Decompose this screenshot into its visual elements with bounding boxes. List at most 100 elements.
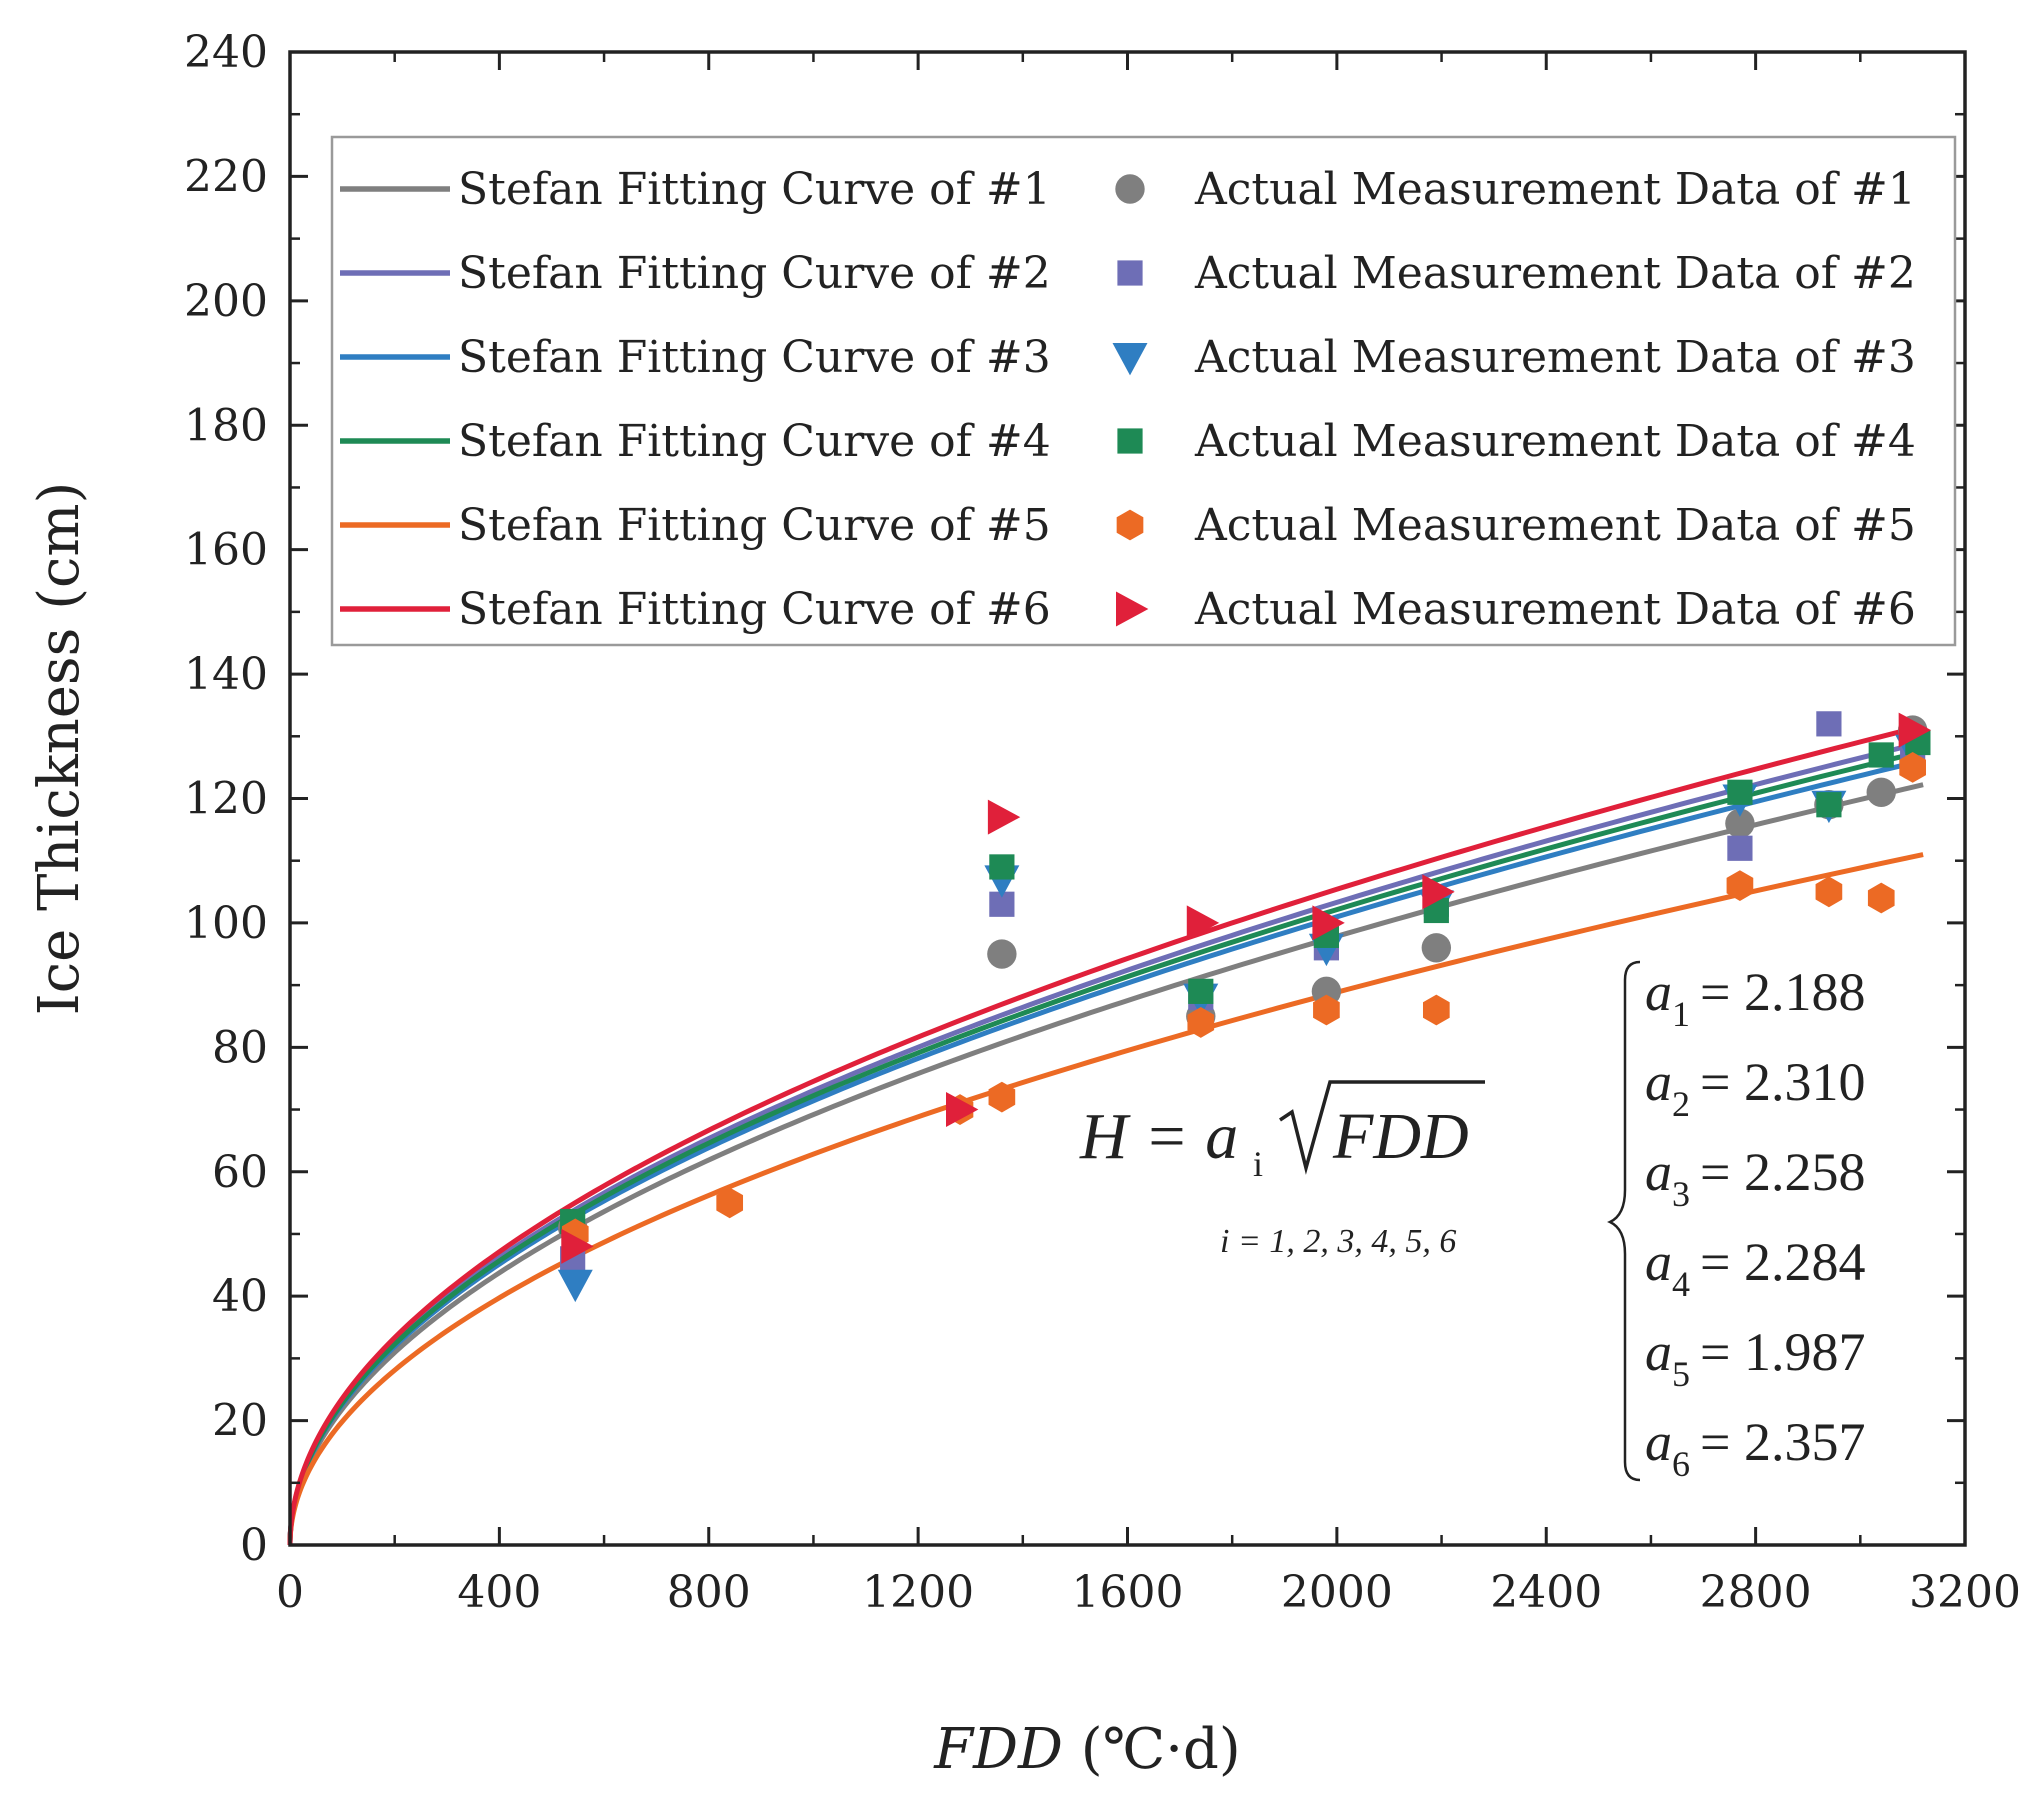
legend-label-fit-3: Stefan Fitting Curve of #3 [458,332,1051,383]
legend-label-fit-4: Stefan Fitting Curve of #4 [458,416,1051,467]
coefficient-subscript: 5 [1672,1354,1690,1394]
legend-label-data-4: Actual Measurement Data of #4 [1194,416,1916,467]
x-tick-label: 400 [457,1567,541,1618]
legend-label-data-2: Actual Measurement Data of #2 [1194,248,1916,299]
y-tick-label: 100 [184,898,268,949]
data-point-5 [1815,876,1843,908]
coefficient-subscript: 6 [1672,1444,1690,1484]
coefficient-value: = 1.987 [1700,1322,1865,1382]
x-tick-label: 2000 [1281,1567,1393,1618]
data-point-5 [1726,870,1754,901]
legend: Stefan Fitting Curve of #1 Actual Measure… [330,135,1957,647]
legend-label-data-3: Actual Measurement Data of #3 [1194,332,1916,383]
y-axis-title: Ice Thickness (cm) [27,482,92,1016]
y-tick-label: 80 [212,1022,268,1073]
x-tick-label: 1200 [862,1567,974,1618]
data-point-1 [1311,976,1342,1007]
coefficient-symbol: a [1645,1052,1672,1112]
legend-marker-1 [1115,174,1145,204]
data-point-1 [987,939,1017,969]
data-point-6 [946,1092,979,1128]
coefficient-brace [1607,960,1641,1482]
data-point-5 [716,1187,744,1219]
data-point-5 [1867,882,1895,914]
data-point-5 [1422,994,1450,1026]
legend-marker-5 [1116,509,1144,541]
y-tick-label: 160 [184,525,268,576]
x-tick-label: 1600 [1072,1567,1184,1618]
data-point-6 [1898,712,1932,748]
coefficient-subscript: 2 [1672,1084,1690,1124]
data-point-5 [1899,751,1926,783]
data-point-3 [557,1269,593,1303]
y-tick-label: 180 [184,400,268,451]
coefficient-value: = 2.188 [1700,962,1865,1022]
formula-root-text: FDD [1332,1100,1469,1173]
fit-curve-6 [287,723,1924,1546]
x-axis-title: FDD (℃·d) [933,1717,1240,1782]
data-point-4 [1727,779,1753,805]
coefficient-value: = 2.284 [1700,1232,1865,1292]
y-tick-label: 40 [212,1271,268,1322]
data-point-1 [1866,777,1896,807]
x-tick-label: 800 [667,1567,751,1618]
coefficient-symbol: a [1645,1412,1672,1472]
plot-area [287,711,1932,1546]
legend-label-data-1: Actual Measurement Data of #1 [1194,164,1916,215]
formula-subscript: i [1253,1144,1263,1184]
data-point-1 [1421,933,1452,963]
legend-label-fit-1: Stefan Fitting Curve of #1 [458,164,1051,215]
coefficient-symbol: a [1645,1142,1672,1202]
coefficient-symbol: a [1645,1322,1672,1382]
data-point-5 [1313,994,1340,1026]
data-point-6 [987,799,1021,835]
legend-label-fit-2: Stefan Fitting Curve of #2 [458,248,1051,299]
data-point-6 [1422,874,1455,910]
coefficient-subscript: 4 [1672,1264,1690,1304]
coefficient-value: = 2.310 [1700,1052,1865,1112]
legend-box [330,135,1957,647]
legend-label-data-6: Actual Measurement Data of #6 [1194,584,1916,635]
formula-text: H = a [1079,1100,1238,1173]
data-point-4 [1868,742,1894,768]
legend-label-fit-6: Stefan Fitting Curve of #6 [458,584,1051,635]
y-tick-label: 220 [184,151,268,202]
coefficient-subscript: 1 [1672,994,1690,1034]
data-point-4 [1188,978,1214,1004]
data-point-5 [1187,1007,1215,1038]
y-tick-label: 140 [184,649,268,700]
data-point-4 [989,854,1015,880]
coefficient-symbol: a [1645,962,1672,1022]
index-note: i = 1, 2, 3, 4, 5, 6 [1220,1223,1456,1260]
axes: 0 400 800 1200 1600 2000 2400 2800 3200020406080… [27,27,2021,1782]
y-tick-label: 20 [212,1396,268,1447]
data-point-1 [1725,808,1755,839]
data-point-6 [1186,905,1220,941]
data-point-4 [1816,792,1842,818]
x-tick-label: 0 [276,1567,304,1618]
legend-label-data-5: Actual Measurement Data of #5 [1194,500,1916,551]
legend-marker-3 [1112,343,1148,376]
coefficient-value: = 2.258 [1700,1142,1865,1202]
legend-marker-4 [1117,428,1143,454]
x-tick-label: 2800 [1700,1567,1812,1618]
y-tick-label: 0 [240,1520,268,1571]
coefficient-subscript: 3 [1672,1174,1690,1214]
y-tick-label: 60 [212,1147,268,1198]
fit-curve-5 [287,852,1924,1546]
y-tick-label: 240 [184,27,268,78]
data-point-2 [1816,711,1842,737]
data-point-6 [561,1228,594,1264]
data-point-2 [1727,835,1753,861]
legend-label-fit-5: Stefan Fitting Curve of #5 [458,500,1051,551]
legend-marker-2 [1117,260,1143,286]
sqrt-symbol [1279,1080,1485,1175]
data-point-5 [988,1081,1016,1113]
data-point-6 [1312,905,1345,941]
legend-marker-6 [1116,591,1149,627]
y-tick-label: 200 [184,276,268,327]
y-tick-label: 120 [184,774,268,825]
x-tick-label: 2400 [1490,1567,1602,1618]
